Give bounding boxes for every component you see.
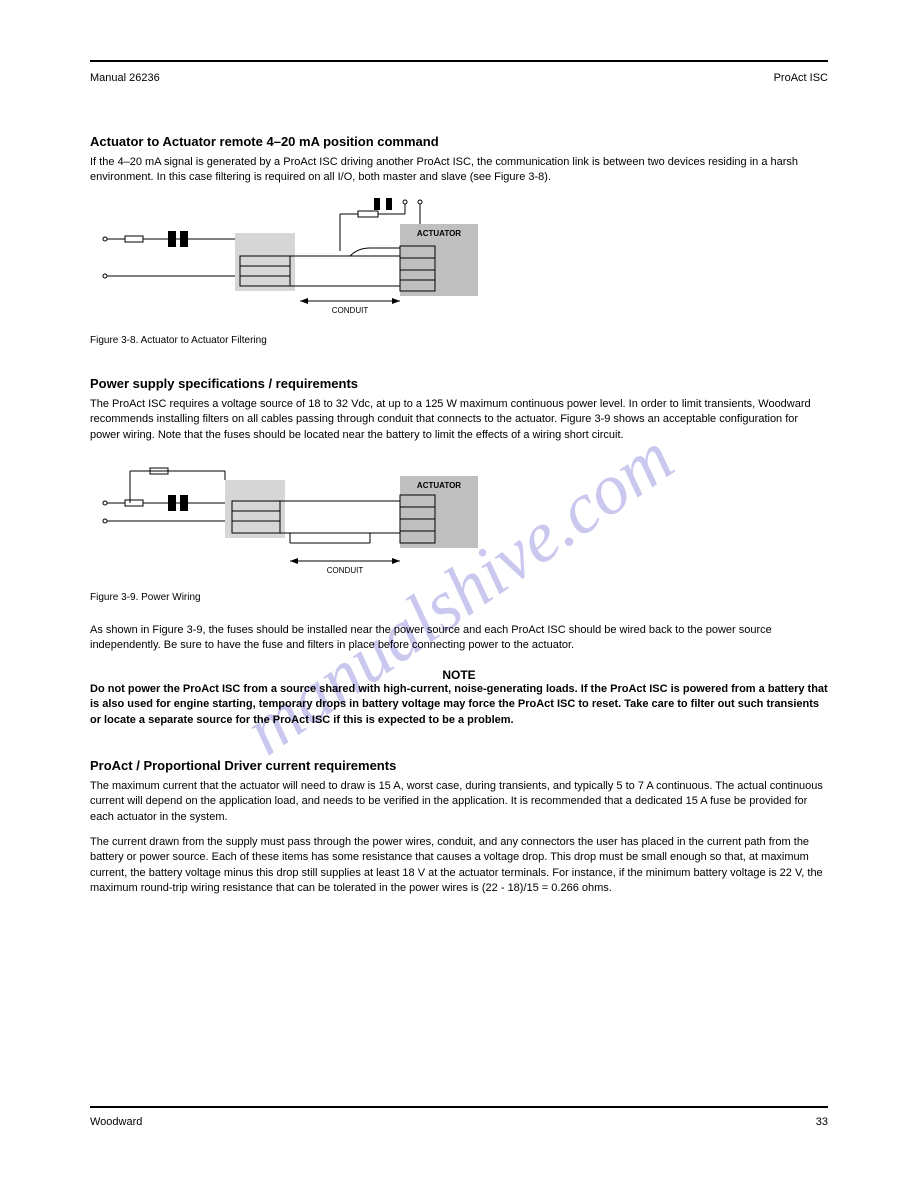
- note-heading: NOTE: [90, 668, 828, 682]
- section3-body1: The maximum current that the actuator wi…: [90, 779, 828, 825]
- footer-row: Woodward 33: [90, 1116, 828, 1128]
- section1-intro: If the 4–20 mA signal is generated by a …: [90, 155, 828, 186]
- top-rule: [90, 60, 828, 62]
- svg-text:CONDUIT: CONDUIT: [332, 306, 369, 315]
- section3-title: ProAct / Proportional Driver current req…: [90, 758, 828, 773]
- note-body: Do not power the ProAct ISC from a sourc…: [90, 682, 828, 728]
- footer-right: 33: [816, 1116, 828, 1128]
- section3-body2: The current drawn from the supply must p…: [90, 835, 828, 897]
- svg-text:CONDUIT: CONDUIT: [327, 566, 364, 575]
- figure-3-8-label: Figure 3-8. Actuator to Actuator Filteri…: [90, 335, 828, 346]
- figure-3-8-diagram: ACTUATOR: [90, 196, 490, 331]
- header-row: Manual 26236 ProAct ISC: [90, 72, 828, 84]
- figure-3-9-label: Figure 3-9. Power Wiring: [90, 592, 828, 603]
- bottom-rule: [90, 1106, 828, 1108]
- svg-text:ACTUATOR: ACTUATOR: [417, 481, 461, 490]
- svg-text:ACTUATOR: ACTUATOR: [417, 229, 461, 238]
- section2-body2: As shown in Figure 3-9, the fuses should…: [90, 623, 828, 654]
- header-right: ProAct ISC: [774, 72, 828, 84]
- page-content: Manual 26236 ProAct ISC Actuator to Actu…: [90, 60, 828, 1128]
- footer-left: Woodward: [90, 1116, 142, 1128]
- section1-title: Actuator to Actuator remote 4–20 mA posi…: [90, 134, 828, 149]
- figure-3-9-diagram: ACTUATOR CON: [90, 453, 490, 588]
- section2-body1: The ProAct ISC requires a voltage source…: [90, 397, 828, 443]
- section2-title: Power supply specifications / requiremen…: [90, 376, 828, 391]
- header-left: Manual 26236: [90, 72, 160, 84]
